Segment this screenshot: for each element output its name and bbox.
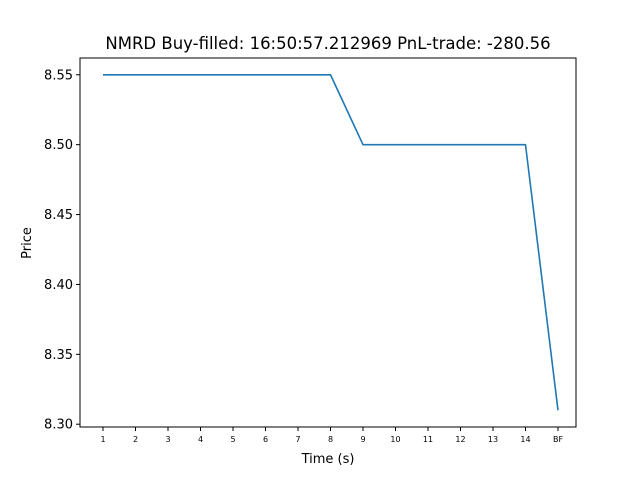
x-tick-label: 13 [488,435,498,444]
y-tick-label: 8.45 [44,208,73,223]
x-tick-label: BF [553,435,563,444]
y-tick-label: 8.30 [44,418,73,433]
x-tick-label: 8 [328,435,333,444]
y-axis-label: Price [20,227,35,259]
x-tick-label: 12 [455,435,465,444]
price-series-line [103,73,559,411]
y-tick-label: 8.55 [44,68,73,83]
x-tick-label: 3 [165,435,170,444]
plot-area [103,73,559,411]
x-axis-label: Time (s) [301,452,355,467]
x-tick-label: 4 [198,435,203,444]
x-tick-label: 10 [390,435,400,444]
y-tick-label: 8.35 [44,348,73,363]
x-tick-label: 6 [263,435,268,444]
x-tick-label: 7 [295,435,300,444]
y-tick-label: 8.50 [44,138,73,153]
plot-frame [79,57,577,428]
x-tick-label: 11 [423,435,433,444]
x-tick-label: 5 [230,435,235,444]
y-tick-label: 8.40 [44,278,73,293]
x-tick-label: 9 [360,435,365,444]
chart-title: NMRD Buy-filled: 16:50:57.212969 PnL-tra… [105,34,550,53]
x-tick-label: 14 [520,435,530,444]
x-tick-label: 2 [133,435,138,444]
x-tick-label: 1 [100,435,105,444]
